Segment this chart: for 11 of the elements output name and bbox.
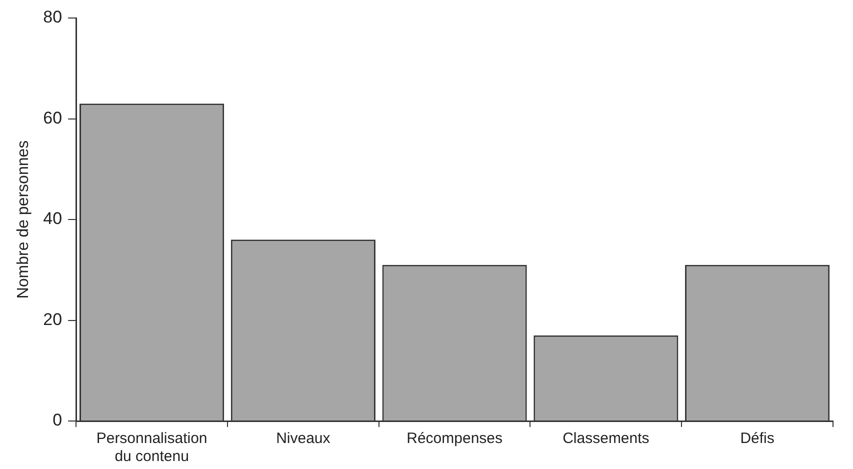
- y-tick-label: 20: [43, 310, 62, 329]
- y-axis-title: Nombre de personnes: [15, 140, 32, 299]
- x-tick-label: Récompenses: [406, 430, 502, 448]
- x-tick-label: Personnalisation du contenu: [96, 430, 208, 466]
- x-tick-label: Classements: [562, 430, 650, 448]
- y-tick-label: 80: [43, 8, 62, 27]
- x-tick-label: Défis: [740, 430, 774, 448]
- y-tick-label: 40: [43, 209, 62, 228]
- y-tick-label: 60: [43, 108, 62, 128]
- x-tick-label: Niveaux: [276, 430, 331, 448]
- y-tick-label: 0: [52, 410, 62, 430]
